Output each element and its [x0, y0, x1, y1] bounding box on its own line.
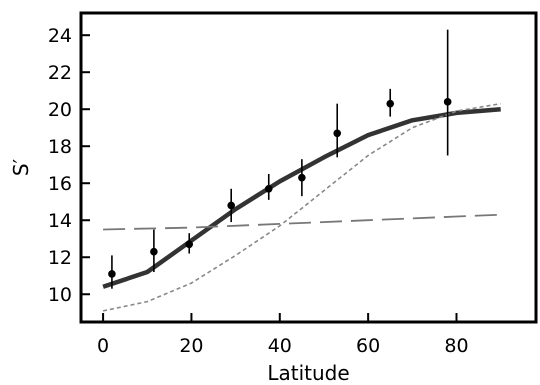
data-point	[185, 240, 194, 249]
data-point	[150, 247, 158, 256]
data-point	[227, 201, 235, 210]
y-tick-label: 10	[48, 284, 72, 306]
model-curve-long-dash	[103, 213, 501, 231]
x-axis-title: Latitude	[267, 361, 349, 385]
x-tick-label: 0	[97, 335, 109, 357]
data-point	[108, 270, 116, 278]
model-curve-solid	[102, 106, 501, 289]
y-axis: 10 12 14 16 18 20 22 24	[48, 25, 90, 306]
y-tick-label: 24	[48, 25, 72, 47]
y-tick-label: 12	[48, 247, 72, 269]
data-point	[386, 99, 395, 108]
x-tick-label: 40	[268, 335, 292, 357]
x-tick-label: 60	[356, 335, 380, 357]
model-curve-short-dash	[102, 102, 501, 312]
y-axis-title: S′	[9, 158, 33, 176]
x-tick-label: 20	[179, 335, 203, 357]
y-tick-label: 14	[48, 210, 72, 232]
data-point	[264, 184, 273, 193]
y-tick-label: 16	[48, 173, 72, 195]
data-point	[333, 129, 342, 138]
series-lines	[102, 102, 501, 312]
data-point	[443, 98, 452, 106]
data-point	[298, 173, 306, 182]
x-tick-label: 80	[444, 335, 468, 357]
y-tick-label: 22	[48, 62, 72, 84]
data-points	[108, 29, 452, 289]
plot-frame	[79, 11, 538, 324]
y-tick-label: 20	[48, 99, 72, 121]
x-axis: 0 20 40 60 80	[97, 313, 469, 357]
y-tick-label: 18	[48, 136, 72, 158]
